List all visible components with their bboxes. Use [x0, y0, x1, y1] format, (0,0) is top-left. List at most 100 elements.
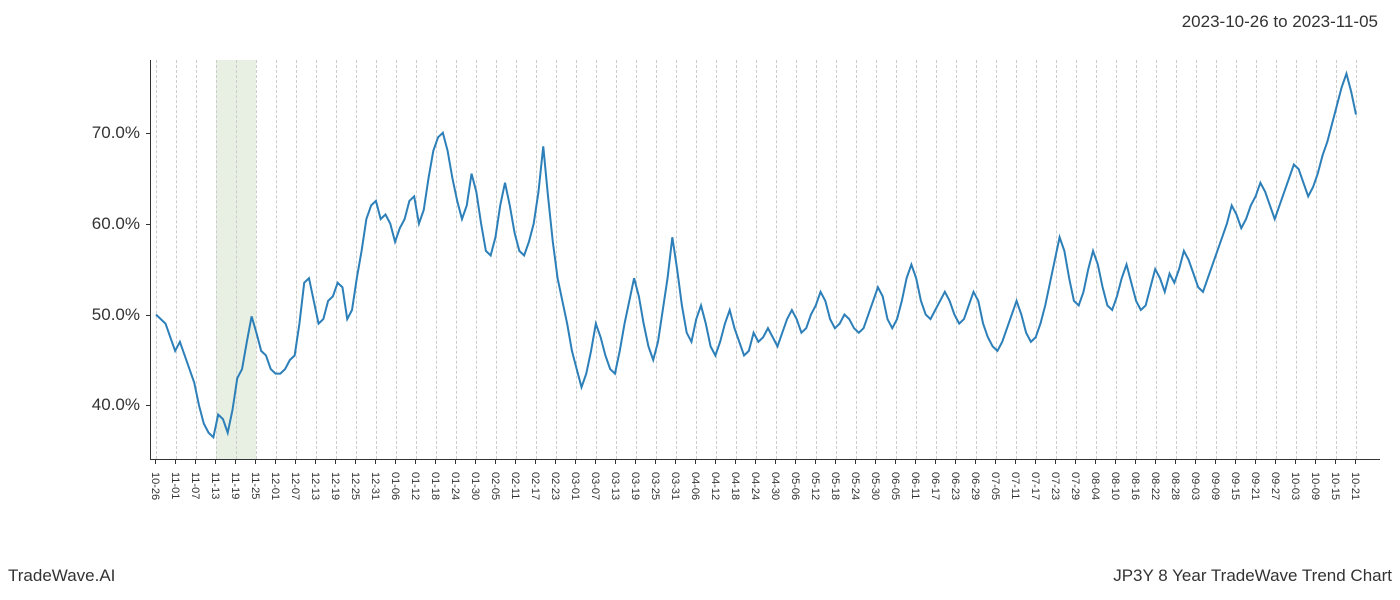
x-tick-mark: [295, 460, 296, 464]
x-tick-mark: [695, 460, 696, 464]
x-tick-mark: [835, 460, 836, 464]
x-tick-label: 05-06: [789, 472, 801, 500]
x-tick-label: 02-05: [489, 472, 501, 500]
x-tick-label: 12-31: [369, 472, 381, 500]
x-tick-label: 12-25: [349, 472, 361, 500]
y-tick-label: 70.0%: [92, 123, 140, 143]
x-tick-mark: [335, 460, 336, 464]
x-tick-mark: [275, 460, 276, 464]
x-tick-label: 07-29: [1069, 472, 1081, 500]
x-tick-mark: [255, 460, 256, 464]
x-tick-mark: [1115, 460, 1116, 464]
x-tick-mark: [355, 460, 356, 464]
x-tick-mark: [1055, 460, 1056, 464]
x-tick-label: 12-13: [309, 472, 321, 500]
x-tick-mark: [875, 460, 876, 464]
x-tick-label: 02-23: [549, 472, 561, 500]
x-tick-label: 07-05: [989, 472, 1001, 500]
x-tick-mark: [1175, 460, 1176, 464]
x-tick-mark: [1015, 460, 1016, 464]
x-tick-label: 03-01: [569, 472, 581, 500]
x-tick-label: 08-22: [1149, 472, 1161, 500]
x-tick-mark: [855, 460, 856, 464]
x-tick-label: 04-12: [709, 472, 721, 500]
x-tick-label: 04-24: [749, 472, 761, 500]
x-tick-mark: [235, 460, 236, 464]
x-tick-mark: [755, 460, 756, 464]
x-tick-mark: [495, 460, 496, 464]
x-tick-label: 01-12: [409, 472, 421, 500]
x-tick-label: 04-30: [769, 472, 781, 500]
footer-chart-title: JP3Y 8 Year TradeWave Trend Chart: [1113, 566, 1392, 586]
date-range-label: 2023-10-26 to 2023-11-05: [1182, 12, 1378, 32]
x-tick-mark: [535, 460, 536, 464]
y-tick-mark: [146, 224, 150, 225]
y-tick-label: 40.0%: [92, 395, 140, 415]
x-tick-label: 04-06: [689, 472, 701, 500]
x-tick-label: 11-19: [229, 472, 241, 499]
x-tick-label: 09-27: [1269, 472, 1281, 500]
x-tick-label: 04-18: [729, 472, 741, 500]
x-tick-mark: [475, 460, 476, 464]
x-tick-label: 07-17: [1029, 472, 1041, 500]
x-tick-label: 05-12: [809, 472, 821, 500]
x-tick-mark: [1035, 460, 1036, 464]
x-tick-mark: [1275, 460, 1276, 464]
x-tick-label: 06-17: [929, 472, 941, 500]
x-tick-mark: [735, 460, 736, 464]
x-tick-mark: [675, 460, 676, 464]
x-tick-mark: [995, 460, 996, 464]
x-tick-label: 11-01: [169, 472, 181, 499]
x-tick-mark: [895, 460, 896, 464]
x-tick-label: 01-06: [389, 472, 401, 500]
x-tick-label: 12-07: [289, 472, 301, 500]
x-tick-mark: [375, 460, 376, 464]
x-tick-label: 12-19: [329, 472, 341, 500]
x-tick-label: 12-01: [269, 472, 281, 500]
x-tick-mark: [1235, 460, 1236, 464]
x-tick-mark: [395, 460, 396, 464]
x-tick-mark: [155, 460, 156, 464]
x-tick-mark: [1075, 460, 1076, 464]
x-tick-mark: [1215, 460, 1216, 464]
x-tick-label: 06-05: [889, 472, 901, 500]
x-tick-label: 05-24: [849, 472, 861, 500]
x-tick-label: 03-13: [609, 472, 621, 500]
chart-plot-area: [150, 60, 1380, 460]
y-tick-mark: [146, 405, 150, 406]
x-tick-label: 08-28: [1169, 472, 1181, 500]
x-tick-mark: [595, 460, 596, 464]
trend-line: [156, 74, 1356, 438]
x-tick-mark: [1255, 460, 1256, 464]
x-tick-label: 03-19: [629, 472, 641, 500]
x-tick-mark: [715, 460, 716, 464]
x-tick-mark: [1355, 460, 1356, 464]
x-tick-mark: [775, 460, 776, 464]
x-tick-mark: [215, 460, 216, 464]
x-tick-mark: [175, 460, 176, 464]
x-tick-mark: [635, 460, 636, 464]
x-tick-label: 02-11: [509, 472, 521, 499]
x-tick-label: 01-18: [429, 472, 441, 500]
x-tick-label: 10-03: [1289, 472, 1301, 500]
x-tick-label: 08-04: [1089, 472, 1101, 500]
x-tick-label: 03-07: [589, 472, 601, 500]
x-tick-label: 09-09: [1209, 472, 1221, 500]
x-tick-label: 07-11: [1009, 472, 1021, 499]
x-tick-mark: [935, 460, 936, 464]
x-tick-label: 10-21: [1349, 472, 1361, 500]
x-tick-label: 10-26: [149, 472, 161, 500]
x-tick-label: 08-10: [1109, 472, 1121, 500]
x-tick-mark: [195, 460, 196, 464]
x-tick-mark: [815, 460, 816, 464]
footer-brand: TradeWave.AI: [8, 566, 115, 586]
x-tick-label: 05-30: [869, 472, 881, 500]
x-tick-mark: [515, 460, 516, 464]
x-tick-mark: [1095, 460, 1096, 464]
x-tick-mark: [615, 460, 616, 464]
x-tick-mark: [1335, 460, 1336, 464]
x-tick-mark: [555, 460, 556, 464]
x-tick-mark: [795, 460, 796, 464]
x-tick-label: 06-23: [949, 472, 961, 500]
x-tick-mark: [1295, 460, 1296, 464]
